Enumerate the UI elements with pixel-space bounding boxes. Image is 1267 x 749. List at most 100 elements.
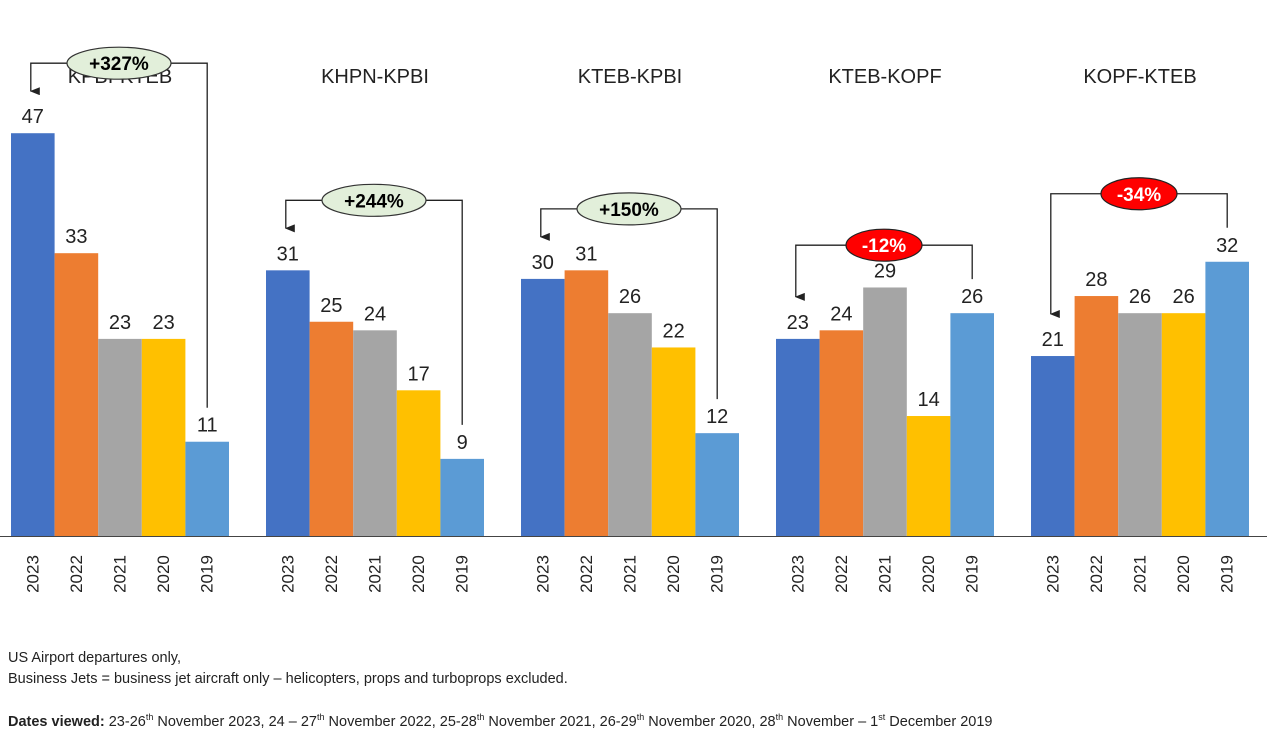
data-label: 25 <box>320 295 342 317</box>
dates-text: November 2021, 26-29 <box>484 714 637 730</box>
footnote-line-2: Business Jets = business jet aircraft on… <box>8 671 568 687</box>
dates-viewed: Dates viewed: 23-26th November 2023, 24 … <box>8 712 993 730</box>
data-label: 12 <box>706 406 728 428</box>
tick-label: 2019 <box>198 555 217 593</box>
change-badge <box>1100 177 1178 211</box>
bar <box>906 416 951 536</box>
data-label: 31 <box>575 243 597 265</box>
dates-superscript: th <box>775 712 784 723</box>
tick-label: 2023 <box>533 555 552 593</box>
bar <box>695 433 739 536</box>
dates-text: 23-26 <box>104 714 146 730</box>
bar <box>54 253 99 536</box>
tick-label: 2023 <box>23 555 42 593</box>
dates-superscript: th <box>145 712 154 723</box>
tick-label: 2023 <box>788 555 807 593</box>
tick-label: 2020 <box>409 555 428 593</box>
dates-superscript: th <box>476 712 485 723</box>
data-label: 30 <box>532 252 554 274</box>
footnote-line-1: US Airport departures only, <box>8 650 182 666</box>
bar <box>819 330 864 536</box>
bar <box>440 458 484 536</box>
change-badge-label: -34% <box>1117 185 1161 206</box>
dates-text: November 2020, 28 <box>644 714 776 730</box>
bar <box>564 270 609 536</box>
tick-label: 2021 <box>876 555 895 593</box>
tick-label: 2023 <box>1043 555 1062 593</box>
tick-label: 2022 <box>1087 555 1106 593</box>
change-badge <box>845 228 923 262</box>
bar <box>863 287 907 536</box>
tick-label: 2019 <box>453 555 472 593</box>
bar <box>1118 313 1162 536</box>
bar <box>353 330 397 536</box>
data-label: 23 <box>787 312 809 334</box>
change-badge-label: +150% <box>599 200 659 221</box>
bar <box>1074 296 1119 536</box>
bar <box>396 390 441 536</box>
dates-text: December 2019 <box>885 714 993 730</box>
group-title: KHPN-KPBI <box>321 66 429 88</box>
dates-text: November 2022, 25-28 <box>324 714 477 730</box>
data-label: 47 <box>22 106 44 128</box>
tick-label: 2020 <box>154 555 173 593</box>
dates-text: November – 1 <box>783 714 879 730</box>
bar <box>950 313 994 536</box>
bar <box>1205 261 1249 536</box>
tick-label: 2019 <box>708 555 727 593</box>
data-label: 11 <box>197 415 218 437</box>
bar <box>776 338 820 536</box>
data-label: 29 <box>874 260 896 282</box>
change-badge-label: +244% <box>344 191 404 212</box>
data-label: 14 <box>917 389 939 411</box>
bar <box>608 313 652 536</box>
bar <box>185 441 229 536</box>
bar <box>521 278 565 536</box>
data-label: 21 <box>1042 329 1064 351</box>
data-label: 23 <box>109 312 131 334</box>
dates-superscript: th <box>636 712 645 723</box>
dates-superscript: th <box>317 712 325 723</box>
data-label: 22 <box>662 320 684 342</box>
bar <box>266 270 310 536</box>
change-badge-label: -12% <box>862 236 906 257</box>
bar <box>11 133 55 536</box>
group-title: KTEB-KOPF <box>828 66 941 88</box>
change-badge <box>66 46 172 80</box>
tick-label: 2023 <box>278 555 297 593</box>
tick-label: 2021 <box>621 555 640 593</box>
tick-label: 2020 <box>919 555 938 593</box>
dates-superscript: st <box>878 712 886 723</box>
dates-viewed-label: Dates viewed: <box>8 714 105 730</box>
data-label: 26 <box>1172 286 1194 308</box>
bar <box>1161 313 1206 536</box>
data-label: 31 <box>277 243 299 265</box>
change-badge <box>576 192 682 226</box>
bar <box>309 321 354 536</box>
footnotes: US Airport departures only, Business Jet… <box>8 648 568 690</box>
group-title: KOPF-KTEB <box>1083 66 1196 88</box>
bar <box>141 338 186 536</box>
data-label: 24 <box>364 303 386 325</box>
data-label: 9 <box>457 432 468 454</box>
tick-label: 2022 <box>832 555 851 593</box>
data-label: 28 <box>1085 269 1107 291</box>
tick-label: 2022 <box>322 555 341 593</box>
group-title: KTEB-KPBI <box>578 66 682 88</box>
bar <box>1031 356 1075 536</box>
bar <box>651 347 696 536</box>
data-label: 32 <box>1216 235 1238 257</box>
tick-label: 2021 <box>366 555 385 593</box>
tick-label: 2019 <box>1218 555 1237 593</box>
data-label: 33 <box>65 226 87 248</box>
change-badge <box>321 183 427 217</box>
tick-label: 2021 <box>1131 555 1150 593</box>
tick-label: 2022 <box>577 555 596 593</box>
tick-label: 2020 <box>664 555 683 593</box>
bar-chart: 472023332022232021232020112019KPBI-KTEB+… <box>0 46 1267 593</box>
data-label: 24 <box>830 303 852 325</box>
tick-label: 2020 <box>1174 555 1193 593</box>
data-label: 23 <box>152 312 174 334</box>
data-label: 26 <box>961 286 983 308</box>
tick-label: 2019 <box>963 555 982 593</box>
